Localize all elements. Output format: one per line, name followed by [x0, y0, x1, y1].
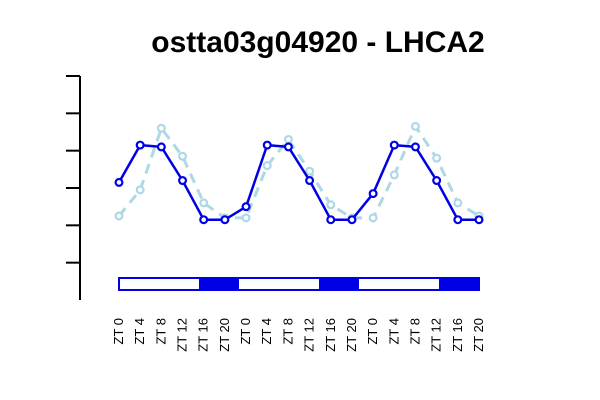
bar-segment-light — [259, 278, 280, 290]
data-point-solid — [283, 142, 293, 152]
data-point-solid — [474, 215, 484, 225]
data-point-dashed — [326, 200, 336, 210]
data-point-solid — [262, 140, 272, 150]
bar-segment-light — [359, 278, 380, 290]
bar-segment-dark — [439, 278, 460, 290]
data-point-dashed — [368, 213, 378, 223]
x-tick-label: ZT 0 — [365, 318, 380, 345]
x-tick-label: ZT 8 — [407, 318, 422, 345]
bar-segment-dark — [339, 278, 360, 290]
chart-title: ostta03g04920 - LHCA2 — [151, 26, 484, 59]
x-tick-label: ZT 16 — [323, 318, 338, 352]
data-point-solid — [199, 215, 209, 225]
data-point-solid — [368, 189, 378, 199]
data-point-solid — [135, 140, 145, 150]
bar-segment-light — [399, 278, 420, 290]
light-dark-bar — [118, 277, 480, 291]
data-point-solid — [389, 140, 399, 150]
x-tick-label: ZT 4 — [259, 318, 274, 345]
data-point-solid — [453, 215, 463, 225]
bar-segment-light — [239, 278, 260, 290]
data-point-dashed — [410, 121, 420, 131]
bar-segment-light — [119, 278, 140, 290]
x-tick-label: ZT 16 — [450, 318, 465, 352]
data-point-dashed — [135, 185, 145, 195]
bar-segment-light — [419, 278, 440, 290]
data-point-solid — [326, 215, 336, 225]
data-point-solid — [410, 142, 420, 152]
x-tick-label: ZT 0 — [111, 318, 126, 345]
x-tick-label: ZT 20 — [471, 318, 486, 352]
y-axis — [66, 75, 81, 300]
x-tick-labels: ZT 0 ZT 4 ZT 8 ZT 12 ZT 16 ZT 20 ZT 0 ZT 4 ZT 8 Z… — [111, 318, 486, 352]
bar-segment-light — [179, 278, 200, 290]
data-point-dashed — [389, 170, 399, 180]
bar-outline — [118, 277, 480, 291]
data-point-dashed — [305, 166, 315, 176]
data-point-dashed — [241, 213, 251, 223]
data-point-solid — [156, 142, 166, 152]
data-point-dashed — [432, 153, 442, 163]
bar-segment-dark — [199, 278, 220, 290]
data-point-solid — [347, 215, 357, 225]
x-tick-label: ZT 20 — [217, 318, 232, 352]
data-point-solid — [178, 176, 188, 186]
data-point-dashed — [178, 151, 188, 161]
x-tick-label: ZT 12 — [175, 318, 190, 352]
bar-segment-light — [159, 278, 180, 290]
bar-segment-light — [379, 278, 400, 290]
data-point-solid — [241, 202, 251, 212]
x-tick-label: ZT 0 — [238, 318, 253, 345]
series-layer — [114, 121, 484, 225]
data-point-dashed — [453, 198, 463, 208]
data-point-solid — [432, 176, 442, 186]
bar-segment-light — [139, 278, 160, 290]
bar-segment-light — [279, 278, 300, 290]
data-point-solid — [114, 177, 124, 187]
data-point-dashed — [283, 134, 293, 144]
data-point-dashed — [156, 123, 166, 133]
x-tick-label: ZT 20 — [344, 318, 359, 352]
x-tick-label: ZT 4 — [132, 318, 147, 345]
series-line-solid — [117, 143, 479, 221]
data-point-solid — [220, 215, 230, 225]
data-point-dashed — [199, 198, 209, 208]
x-tick-label: ZT 12 — [302, 318, 317, 352]
data-point-solid — [305, 176, 315, 186]
x-tick-label: ZT 8 — [153, 318, 168, 345]
bar-segment-dark — [219, 278, 240, 290]
data-point-dashed — [262, 161, 272, 171]
x-tick-label: ZT 4 — [386, 318, 401, 345]
data-point-dashed — [114, 211, 124, 221]
bar-segment-dark — [459, 278, 480, 290]
series-line-dashed — [117, 124, 480, 220]
bar-segment-light — [299, 278, 320, 290]
x-tick-label: ZT 8 — [280, 318, 295, 345]
x-tick-label: ZT 16 — [196, 318, 211, 352]
bar-segment-dark — [319, 278, 340, 290]
x-tick-label: ZT 12 — [429, 318, 444, 352]
